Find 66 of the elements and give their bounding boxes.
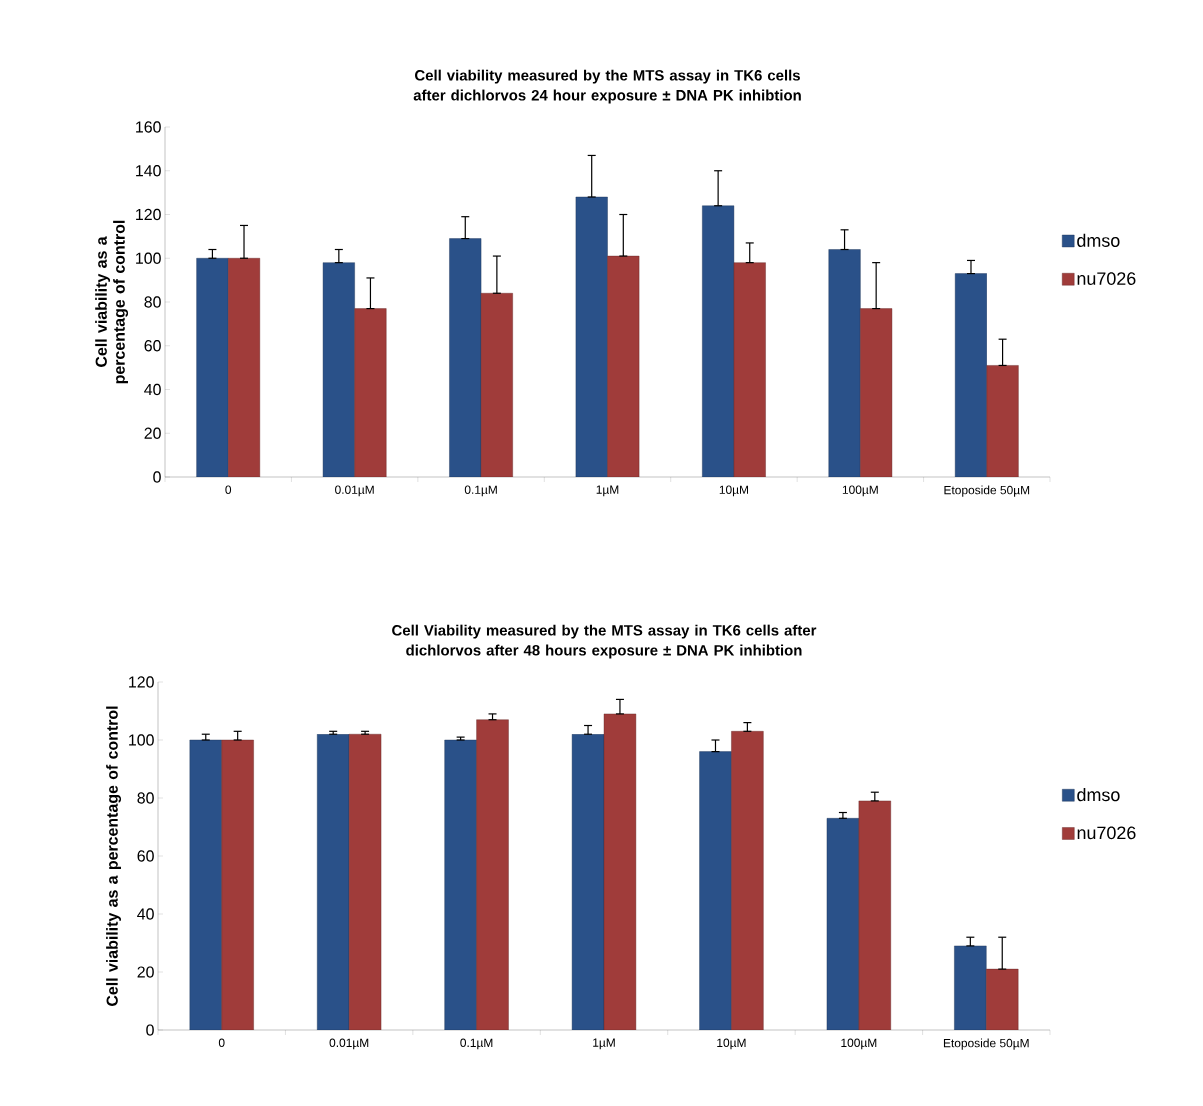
chart-title: Cell Viability measured by the MTS assay in TK6 cells after dichlorvos after 48 hours exposure ± DNA PK inhibtion [392,624,817,659]
bar [189,739,222,1031]
x-tick-label: 100µM [842,485,878,497]
x-tick-label: 1µM [596,485,619,497]
bar [699,751,732,1031]
bar [858,800,891,1031]
bar [196,258,229,478]
bar [828,249,861,478]
bar [607,255,640,478]
y-tick-label: 120 [136,208,161,221]
y-tick-label: 60 [144,340,161,352]
bar [444,739,477,1031]
y-tick-label: 100 [129,734,154,746]
bar [571,734,605,1031]
bar [954,945,987,1031]
y-axis-title: Cell viability as a percentage of control [95,220,129,384]
bar [348,734,382,1031]
x-tick-label: 0.1µM [464,485,497,497]
y-axis-title: Cell viability as a percentage of control [106,706,122,1006]
legend-label: nu7026 [1077,826,1136,840]
y-tick-label: 0 [146,1024,154,1036]
bar [322,262,355,478]
bar [221,739,254,1031]
bar [986,968,1019,1031]
x-tick-label: 100µM [841,1038,877,1050]
y-tick-label: 80 [144,296,161,308]
bar [826,818,860,1031]
y-tick-label: 40 [137,908,154,920]
bar [228,258,261,478]
x-tick-label: 1µM [593,1038,615,1050]
bar [354,308,387,478]
bar [603,713,637,1031]
bar [733,262,766,478]
bar [702,205,735,478]
y-tick-label: 120 [129,676,154,688]
y-tick-label: 100 [136,252,161,264]
bar [860,308,893,478]
x-tick-label: 0 [218,1038,225,1047]
bar [317,734,350,1031]
legend-label: dmso [1077,233,1120,247]
y-tick-label: 60 [137,850,154,862]
x-tick-label: 0.01µM [335,485,374,497]
legend-label: dmso [1077,788,1120,802]
x-tick-label: 0.1µM [460,1038,493,1050]
x-tick-label: Etoposide 50µM [944,485,1030,497]
x-tick-label: 0.01µM [329,1038,369,1050]
y-tick-label: 40 [144,383,161,396]
bar [986,365,1019,478]
bar [731,731,764,1031]
y-tick-label: 140 [136,165,161,177]
chart-title: Cell viability measured by the MTS assay in TK6 cells after dichlorvos 24 hour exposure ± DNA PK inhibtion [413,69,801,104]
x-tick-label: Etoposide 50µM [943,1038,1029,1050]
y-tick-label: 160 [136,121,161,133]
legend-label: nu7026 [1077,272,1136,285]
bar [476,719,509,1031]
x-tick-label: 10µM [717,1038,746,1050]
y-tick-label: 20 [137,966,154,978]
x-tick-label: 0 [225,485,232,494]
bar [954,273,987,478]
y-tick-label: 80 [137,792,154,804]
x-tick-label: 10µM [719,485,749,497]
y-tick-label: 20 [144,427,161,439]
bar [449,238,482,478]
bar [575,196,608,478]
bar [480,293,513,478]
y-tick-label: 0 [153,471,161,483]
